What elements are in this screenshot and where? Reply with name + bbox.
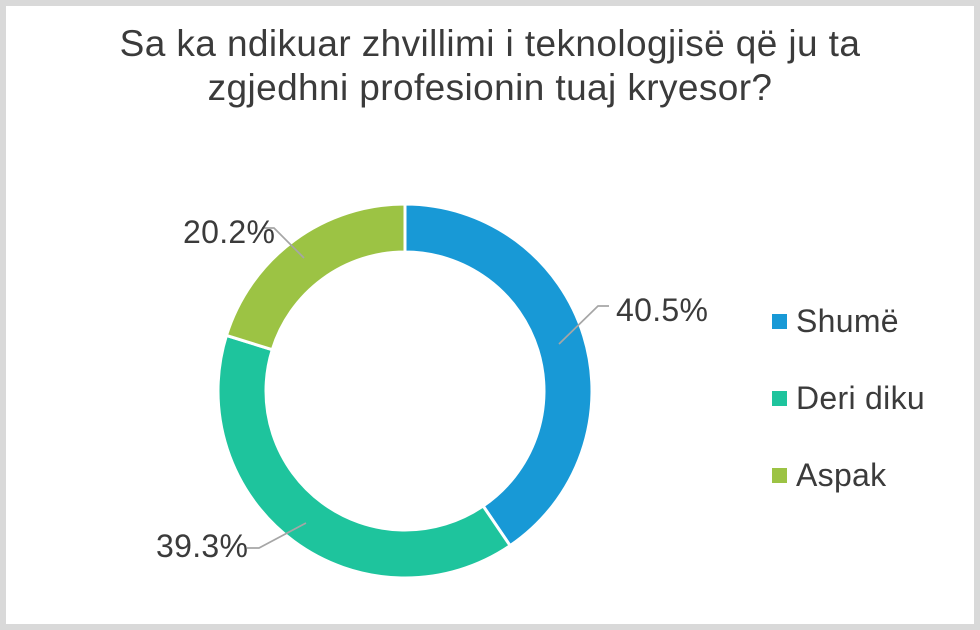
legend-item-shume: Shumë	[772, 302, 925, 340]
legend-item-deri-diku: Deri diku	[772, 379, 925, 417]
data-label-aspak: 20.2%	[183, 214, 276, 250]
leader-line-aspak	[262, 227, 305, 259]
donut-slice-shume	[403, 202, 594, 548]
data-label-deri-diku: 39.3%	[156, 528, 249, 564]
legend-item-aspak: Aspak	[772, 456, 925, 494]
legend-label-shume: Shumë	[796, 302, 899, 339]
leader-line-deri-diku	[247, 522, 307, 549]
chart-title: Sa ka ndikuar zhvillimi i teknologjisë q…	[119, 23, 861, 109]
legend-swatch-deri-diku	[772, 390, 787, 406]
donut-slice-deri-diku	[216, 333, 512, 580]
data-label-shume: 40.5%	[616, 292, 709, 328]
donut-slice-aspak	[224, 202, 407, 352]
leader-line-shume	[558, 305, 609, 345]
legend-label-deri-diku: Deri diku	[796, 379, 925, 416]
legend-label-aspak: Aspak	[796, 456, 887, 493]
donut-chart	[216, 202, 609, 580]
legend: Shumë Deri diku Aspak	[772, 302, 925, 494]
legend-swatch-shume	[772, 313, 787, 329]
legend-swatch-aspak	[772, 467, 787, 483]
